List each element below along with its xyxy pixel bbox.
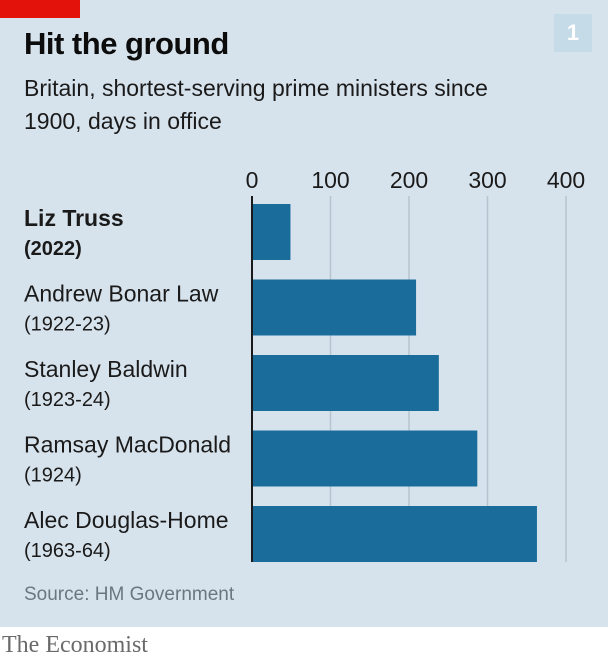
bar-chart: 0 100 200 300 400 Liz Truss (2022) Andrew Bonar… [24, 167, 585, 562]
category-years: (2022) [24, 238, 82, 260]
chart-subtitle: Britain, shortest-serving prime minister… [24, 75, 488, 134]
category-name: Alec Douglas-Home [24, 507, 229, 533]
bar [252, 506, 537, 562]
x-tick-label: 400 [547, 167, 585, 193]
bar [252, 279, 417, 336]
category-years: (1923-24) [24, 389, 111, 411]
bar [252, 355, 439, 411]
category-name: Stanley Baldwin [24, 356, 188, 382]
x-tick-label: 0 [246, 167, 259, 193]
category-years: (1963-64) [24, 540, 111, 562]
source-note: Source: HM Government [24, 584, 235, 605]
economist-logo: The Economist [2, 632, 148, 658]
bar [252, 430, 478, 487]
category-years: (1924) [24, 465, 82, 487]
x-tick-label: 200 [390, 167, 428, 193]
chart-number-badge: 1 [554, 14, 592, 52]
x-tick-label: 100 [311, 167, 349, 193]
chart-title: Hit the ground [24, 26, 229, 61]
category-name: Liz Truss [24, 205, 124, 231]
category-name: Andrew Bonar Law [24, 281, 219, 307]
category-name: Ramsay MacDonald [24, 432, 231, 458]
brand-red-bar [0, 0, 80, 18]
bar [252, 204, 291, 260]
x-tick-label: 300 [468, 167, 506, 193]
category-years: (1922-23) [24, 314, 111, 336]
